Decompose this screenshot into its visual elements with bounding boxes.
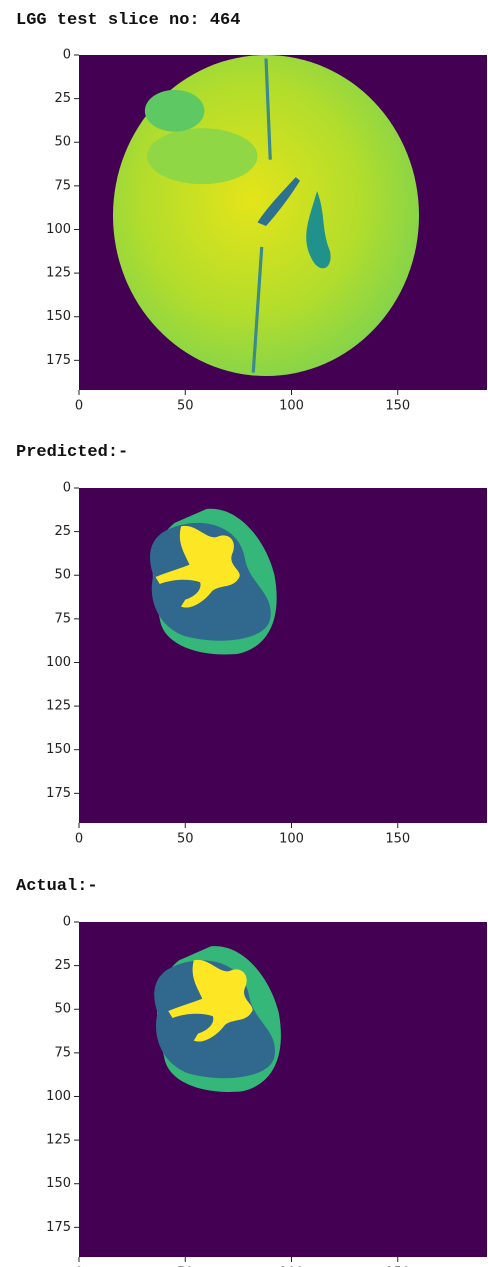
image-background (79, 488, 487, 823)
lesion (147, 128, 258, 184)
image-axes (79, 488, 487, 823)
y-tick-label: 100 (46, 1089, 71, 1104)
x-tick-label: 100 (279, 832, 304, 847)
y-tick-label: 25 (54, 524, 71, 539)
y-tick-label: 50 (54, 568, 71, 583)
y-tick-label: 150 (46, 1176, 71, 1191)
image-content (113, 55, 419, 376)
image-axes (79, 922, 487, 1257)
image-background (79, 922, 487, 1257)
x-tick-label: 0 (75, 832, 83, 847)
y-tick-label: 75 (54, 611, 71, 626)
y-tick-label: 50 (54, 135, 71, 150)
image-axes (79, 55, 487, 390)
y-tick-label: 175 (46, 786, 71, 801)
x-tick-label: 100 (279, 399, 304, 414)
y-tick-label: 150 (46, 309, 71, 324)
y-tick-label: 100 (46, 222, 71, 237)
notebook-output: LGG test slice no: 464 0 25 50 75 100 125 150 17… (0, 0, 488, 1267)
y-tick-label: 25 (54, 958, 71, 973)
y-tick-label: 125 (46, 699, 71, 714)
y-tick-label: 0 (63, 481, 71, 496)
lesion-core (145, 90, 205, 132)
x-tick-label: 0 (75, 399, 83, 414)
y-tick-label: 75 (54, 178, 71, 193)
y-tick-label: 50 (54, 1002, 71, 1017)
y-tick-label: 125 (46, 266, 71, 281)
y-tick-label: 100 (46, 655, 71, 670)
y-tick-label: 25 (54, 91, 71, 106)
x-tick-label: 50 (177, 832, 194, 847)
x-tick-label: 150 (385, 832, 410, 847)
panel-heading: LGG test slice no: 464 (16, 11, 240, 30)
y-tick-label: 150 (46, 742, 71, 757)
x-tick-label: 50 (177, 399, 194, 414)
x-tick-label: 150 (385, 399, 410, 414)
panel-heading: Predicted:- (16, 443, 128, 462)
y-tick-label: 0 (63, 48, 71, 63)
y-tick-label: 125 (46, 1133, 71, 1148)
y-tick-label: 75 (54, 1045, 71, 1060)
y-tick-label: 175 (46, 353, 71, 368)
panel-heading: Actual:- (16, 877, 98, 896)
y-tick-label: 0 (63, 915, 71, 930)
y-tick-label: 175 (46, 1220, 71, 1235)
